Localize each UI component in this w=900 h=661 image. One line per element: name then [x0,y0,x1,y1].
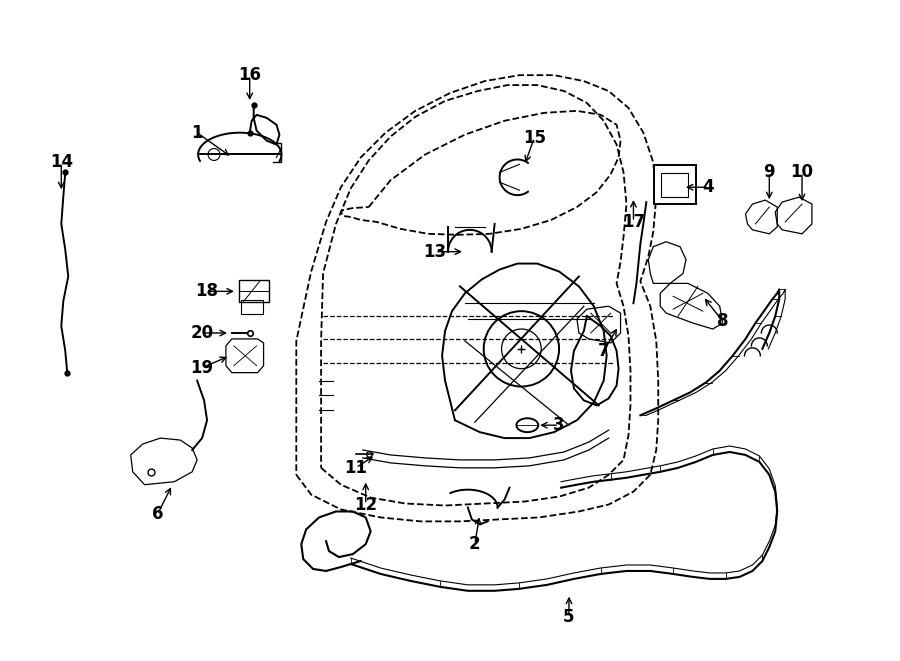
Text: 4: 4 [702,178,714,196]
Text: 7: 7 [598,342,609,360]
Text: 16: 16 [238,66,261,84]
Text: 17: 17 [622,213,645,231]
Text: 8: 8 [717,312,728,330]
Text: 13: 13 [424,243,446,260]
Text: 12: 12 [355,496,377,514]
Text: 18: 18 [195,282,219,300]
Text: 20: 20 [191,324,213,342]
Text: 14: 14 [50,153,73,171]
Text: 19: 19 [191,359,213,377]
Text: 5: 5 [563,607,575,625]
Text: 10: 10 [790,163,814,181]
Text: 6: 6 [152,506,163,524]
Text: 2: 2 [469,535,481,553]
Text: 3: 3 [554,416,565,434]
FancyBboxPatch shape [654,165,696,204]
Text: 9: 9 [763,163,775,181]
Text: 15: 15 [523,129,545,147]
Text: 1: 1 [192,124,202,141]
Text: 11: 11 [345,459,367,477]
